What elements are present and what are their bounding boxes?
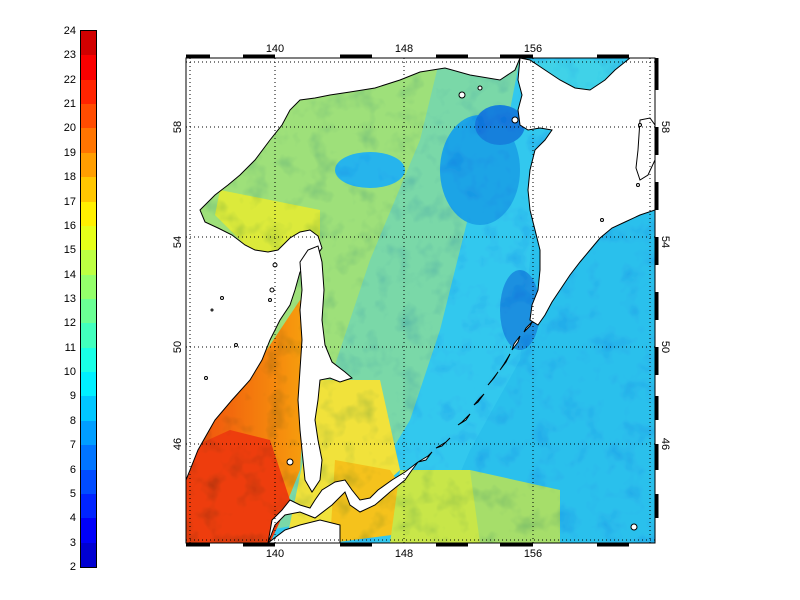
lon-tick-label: 156 [524, 548, 542, 560]
colorbar-tick-label: 4 [69, 512, 76, 525]
colorbar-segment [81, 372, 96, 398]
colorbar-tick-label: 3 [69, 536, 76, 549]
lon-tick-label: 140 [266, 43, 284, 55]
colorbar-segment [81, 445, 96, 471]
colorbar-segment [81, 323, 96, 349]
colorbar-segment [81, 152, 96, 178]
colorbar-tick-label: 6 [69, 463, 76, 476]
colorbar-tick-label: 17 [63, 195, 76, 208]
colorbar-segment [81, 347, 96, 373]
colorbar-segment [81, 518, 96, 544]
lat-tick-label: 58 [659, 121, 671, 133]
colorbar-segment [81, 542, 96, 567]
sst-field [186, 58, 655, 543]
lon-tick-label: 140 [266, 548, 284, 560]
colorbar-tick-label: 22 [63, 73, 76, 86]
lat-tick-label: 50 [659, 341, 671, 353]
colorbar-segment [81, 469, 96, 495]
colorbar-tick-label: 10 [63, 366, 76, 379]
colorbar-segment [81, 177, 96, 203]
colorbar-segment [81, 104, 96, 130]
colorbar-segment [81, 299, 96, 324]
colorbar-tick-label: 13 [63, 293, 76, 305]
colorbar-tick-label: 7 [69, 439, 76, 452]
colorbar-segment [81, 31, 96, 56]
colorbar-tick-label: 8 [69, 414, 76, 427]
colorbar-segment [81, 225, 96, 251]
lon-tick-label: 148 [395, 548, 413, 560]
colorbar-segment [81, 79, 96, 105]
graticule [186, 58, 655, 543]
colorbar-tick-label: 16 [63, 219, 76, 232]
colorbar-tick-label: 23 [63, 49, 76, 62]
colorbar-segment [81, 128, 96, 154]
colorbar-tick-label: 9 [69, 390, 76, 403]
lat-ticks-right: 58 54 50 46 [659, 121, 671, 450]
colorbar-segment [81, 493, 96, 519]
lat-tick-label: 58 [172, 121, 184, 133]
lat-tick-label: 46 [659, 438, 671, 450]
colorbar-tick-label: 20 [63, 122, 76, 135]
lon-tick-label: 156 [524, 43, 542, 55]
colorbar-segment [81, 396, 96, 422]
frame-ticks [186, 54, 659, 547]
lon-ticks-top: 140 148 156 [266, 43, 542, 55]
colorbar-tick-label: 12 [63, 317, 76, 330]
lon-tick-label: 148 [395, 43, 413, 55]
colorbar-segment [81, 250, 96, 276]
small-islands [204, 85, 642, 531]
lat-tick-label: 46 [172, 438, 184, 450]
lat-tick-label: 50 [172, 341, 184, 353]
colorbar-tick-label: 19 [63, 146, 76, 159]
lon-ticks-bottom: 140 148 156 [266, 548, 542, 560]
colorbar-tick-label: 11 [64, 341, 76, 354]
colorbar-segment [81, 201, 96, 227]
colorbar-segment [81, 274, 96, 300]
colorbar-tick-label: 15 [63, 244, 76, 257]
lat-ticks-left: 58 54 50 46 [172, 121, 184, 450]
lat-tick-label: 54 [659, 236, 671, 248]
land-masses [186, 58, 655, 543]
map-frame [185, 54, 659, 547]
colorbar-tick-label: 21 [63, 98, 76, 111]
lat-tick-label: 54 [172, 236, 184, 248]
colorbar-tick-label: 14 [63, 268, 76, 281]
colorbar [80, 30, 97, 568]
colorbar-tick-label: 18 [63, 171, 76, 184]
colorbar-segment [81, 420, 96, 446]
colorbar-segment [81, 55, 96, 81]
colorbar-tick-label: 2 [69, 561, 76, 573]
colorbar-tick-label: 24 [63, 25, 76, 37]
colorbar-tick-label: 5 [69, 487, 76, 500]
